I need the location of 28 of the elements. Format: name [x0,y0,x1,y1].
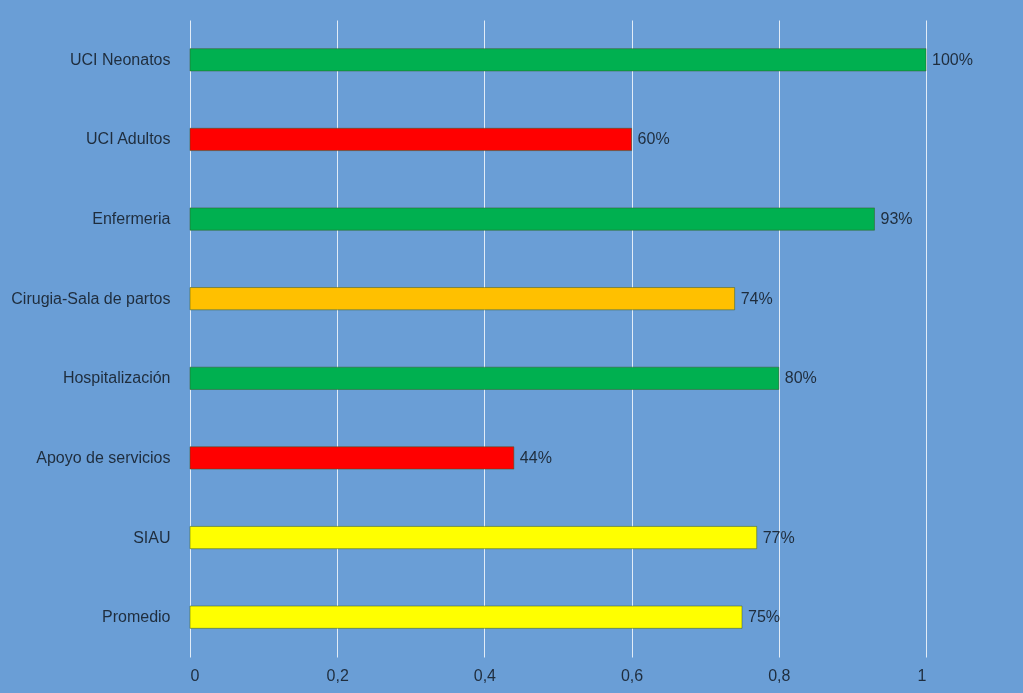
y-tick-label: Promedio [102,608,171,626]
bar [189,128,632,151]
x-tick-label: 0 [190,666,200,684]
y-tick-label: Cirugia-Sala de partos [11,289,171,307]
x-tick-label: 0,6 [620,666,644,684]
data-label: 80% [784,369,817,387]
bar [189,207,875,231]
x-tick-label: 0,8 [768,666,791,684]
x-tick-label: 1 [917,666,927,684]
y-tick-label: UCI Neonatos [70,50,171,68]
y-tick-label: Enfermeria [92,210,171,228]
data-label: 44% [519,448,552,466]
bar [189,526,757,549]
x-tick-label: 0,2 [326,666,349,684]
data-label: 93% [880,210,913,228]
data-label: 60% [637,130,670,148]
y-tick-label: SIAU [133,528,171,546]
bar [189,446,515,470]
y-tick-label: UCI Adultos [86,130,171,148]
x-tick-label: 0,4 [473,666,497,684]
bar [189,366,780,390]
bar [189,287,735,311]
y-tick-label: Apoyo de servicios [36,448,171,466]
y-tick-label: Hospitalización [62,369,171,387]
bar [189,605,743,629]
bar [189,48,927,72]
data-label: 74% [740,289,773,307]
data-label: 100% [932,50,973,68]
